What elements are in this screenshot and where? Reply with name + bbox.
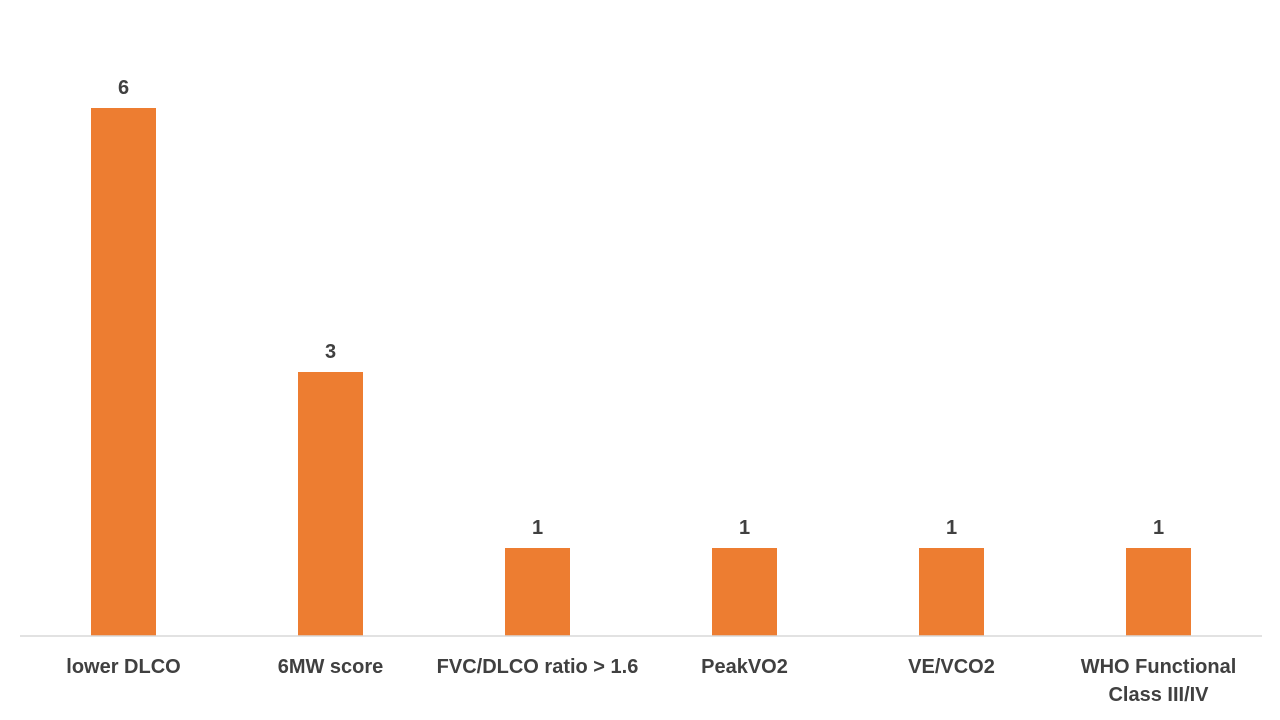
- data-label: 6: [118, 77, 129, 99]
- category-label: VE/VCO2: [908, 656, 995, 678]
- data-label: 1: [946, 517, 957, 539]
- data-labels-group: 6 3 1 1 1 1: [118, 77, 1164, 539]
- category-label: FVC/DLCO ratio > 1.6: [437, 656, 639, 678]
- bar: [298, 372, 363, 636]
- bar: [505, 548, 570, 636]
- bar: [1126, 548, 1191, 636]
- category-labels-group: lower DLCO 6MW score FVC/DLCO ratio > 1.6 P…: [66, 656, 1236, 706]
- category-label: lower DLCO: [66, 656, 180, 678]
- data-label: 3: [325, 341, 336, 363]
- category-label: WHO Functional Class III/IV: [1081, 656, 1237, 706]
- bar: [712, 548, 777, 636]
- bar: [91, 108, 156, 636]
- data-label: 1: [532, 517, 543, 539]
- category-label: 6MW score: [278, 656, 384, 678]
- data-label: 1: [739, 517, 750, 539]
- bars-group: [91, 108, 1191, 636]
- category-label: PeakVO2: [701, 656, 788, 678]
- data-label: 1: [1153, 517, 1164, 539]
- bar: [919, 548, 984, 636]
